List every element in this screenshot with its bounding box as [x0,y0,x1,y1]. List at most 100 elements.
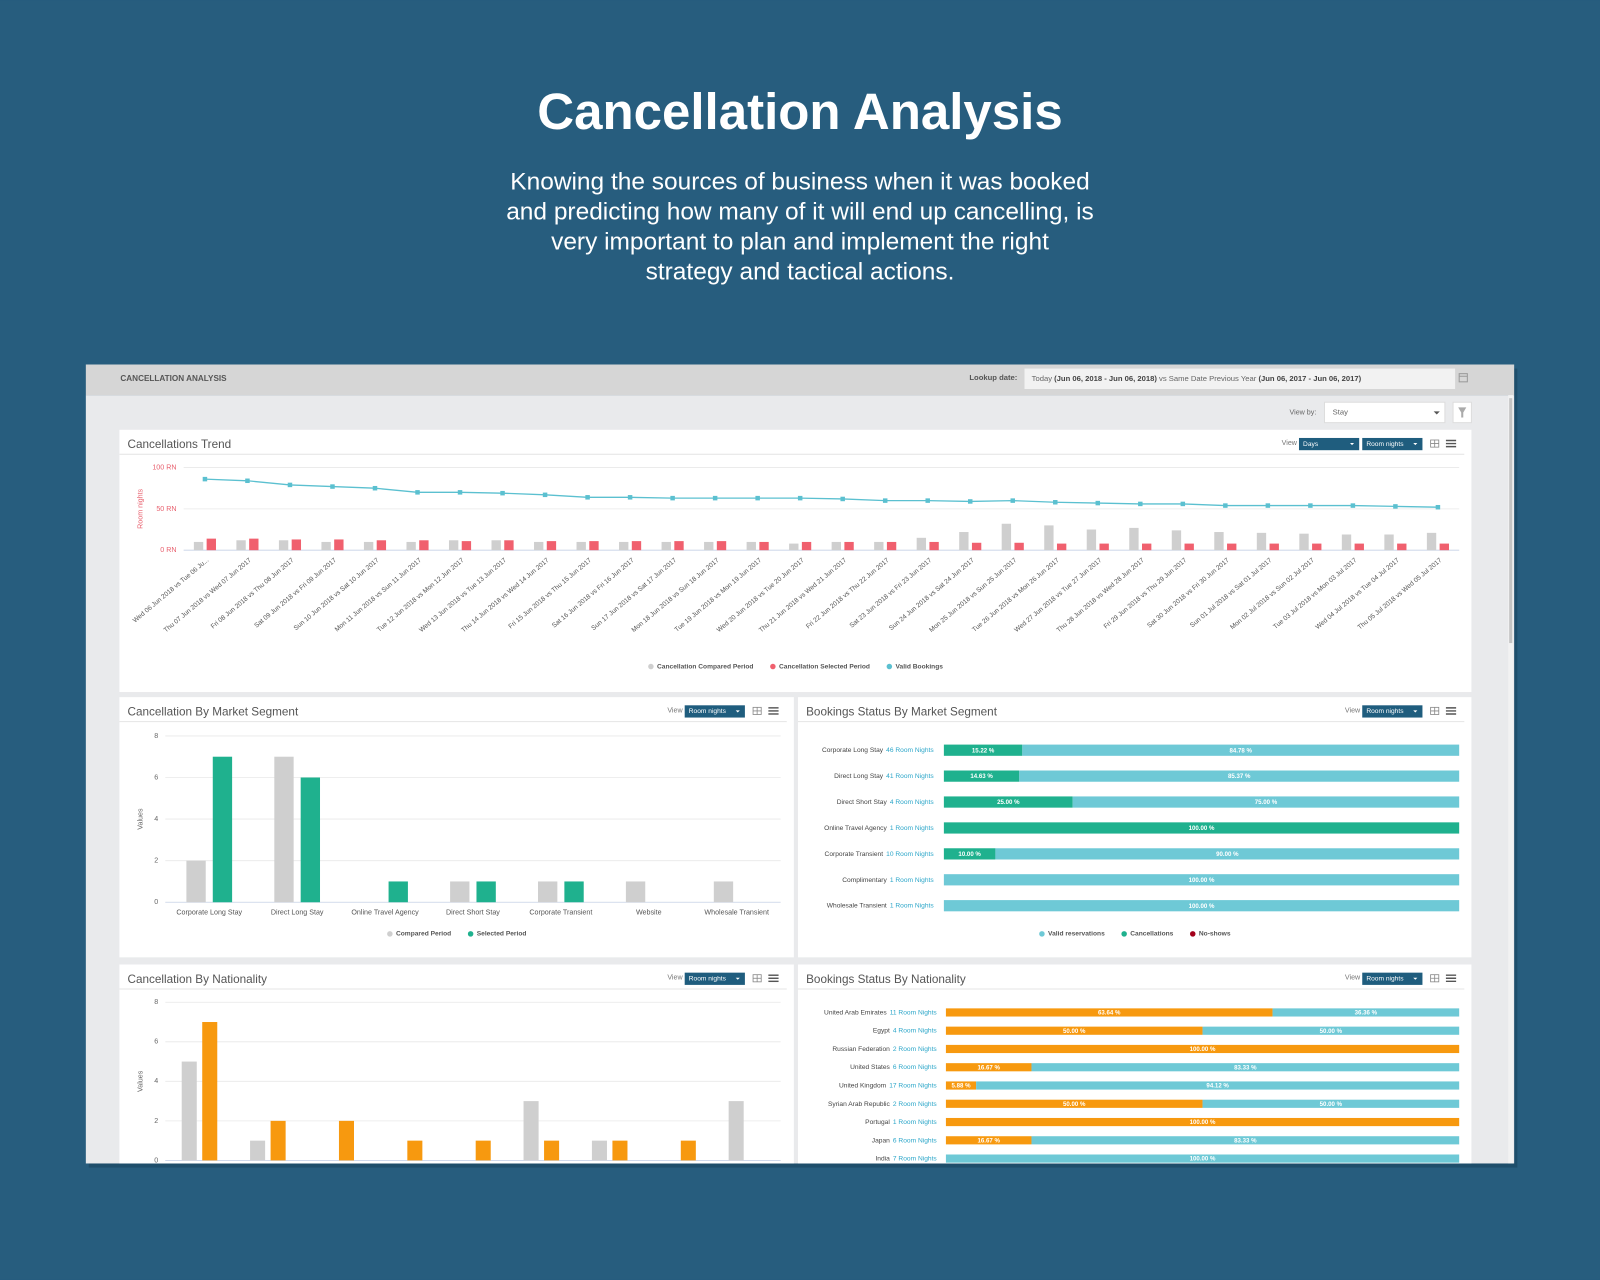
bar [249,538,259,551]
view-label: View [1282,439,1298,447]
table-icon[interactable] [752,974,762,983]
view-select[interactable] [684,972,745,985]
scrollbar-thumb[interactable] [1509,398,1513,644]
bar [1312,543,1322,551]
bar [704,541,714,551]
category-note: 10 Room Nights [886,851,934,858]
y-tick-label: 100 RN [152,463,176,471]
value-label: 50.00 % [1320,1101,1343,1108]
bar-segment [943,770,1020,782]
view-option: Days [1303,441,1319,448]
panel-title: Bookings Status By Nationality [806,973,966,986]
x-tick-label: Online Travel Agency [351,908,419,916]
menu-icon[interactable] [1445,707,1457,715]
bar [475,1140,491,1161]
bar [589,541,599,551]
bar [801,541,812,551]
legend: Compared Period Selected Period [387,931,526,938]
panel: Cancellation By Market Segment Room night… [119,697,794,958]
value-label: 83.33 % [1234,1064,1257,1071]
line-marker [457,490,463,495]
view-by-select[interactable] [1323,401,1446,424]
view-select[interactable] [1298,437,1360,451]
bar [1001,523,1012,551]
value-label: 90.00 % [1216,851,1239,858]
legend-label: Cancellations [1130,931,1173,938]
bar [1426,532,1437,551]
category-label: Syrian Arab Republic 2 Room Nights [828,1101,937,1108]
y-tick-label: 0 [154,1156,158,1164]
value-label: 75.00 % [1255,799,1278,806]
bar [193,541,204,551]
bar [844,541,854,551]
bar-segment [976,1081,1460,1090]
category-name: Russian Federation [832,1046,890,1053]
bar-segment [945,1099,1203,1108]
line [204,478,1438,508]
bar [1184,543,1194,551]
view-select[interactable] [1362,437,1423,451]
value-label: 100.00 % [1189,903,1215,910]
bar [713,881,734,903]
line-marker [500,490,505,496]
bar [461,541,472,551]
lookup-field[interactable] [1024,368,1456,389]
y-tick-label: 6 [154,773,158,781]
view-select[interactable] [1362,972,1423,985]
dashboard-title: CANCELLATION ANALYSIS [120,374,227,383]
bar [1256,532,1267,551]
value-label: 94.12 % [1206,1083,1229,1090]
menu-icon[interactable] [1445,974,1457,983]
value-label: 63.64 % [1098,1010,1121,1017]
bar [1397,543,1407,551]
bar [1354,543,1364,551]
x-tick-label: Corporate Transient [529,908,592,916]
value-label: 15.22 % [972,747,995,754]
line-marker [1223,503,1228,508]
bar-segment [945,1117,1460,1127]
table-icon[interactable] [752,706,762,715]
line-marker [670,495,675,501]
dashboard: CANCELLATION ANALYSIS Lookup date: Today… [85,364,1515,1164]
menu-icon[interactable] [1445,439,1457,448]
view-option: Room nights [689,708,727,715]
line-marker [797,495,803,501]
line-marker [1180,501,1186,507]
bar [661,541,671,551]
lookup-value: Today (Jun 06, 2018 - Jun 06, 2018) vs S… [1032,374,1362,383]
caret [735,977,740,980]
bar [971,542,982,551]
view-select[interactable] [1362,705,1423,718]
description: Knowing the sources of business when it … [506,168,1094,285]
line-marker [1138,501,1143,507]
menu-icon[interactable] [768,974,779,983]
category-name: United States [850,1064,890,1071]
bar [1299,533,1309,551]
category-note: 7 Room Nights [893,1155,938,1162]
table-icon[interactable] [1430,706,1440,715]
y-tick-label: 50 RN [156,505,176,513]
view-by-value: Stay [1333,407,1348,416]
legend-label: Compared Period [396,931,451,938]
category-label: Complimentary 1 Room Nights [842,877,934,884]
line-marker [415,490,420,495]
value-label: 16.67 % [977,1064,1000,1071]
category-name: India [875,1155,890,1162]
category-name: Corporate Long Stay [822,747,884,754]
line-marker [627,495,633,500]
view-select[interactable] [684,705,745,718]
table-icon[interactable] [1430,974,1440,983]
panel-title: Bookings Status By Market Segment [806,706,998,719]
bar [1014,542,1024,551]
line-marker [585,495,590,500]
legend: Valid reservations Cancellations No-shows [1039,931,1231,938]
value-label: 36.36 % [1355,1010,1378,1017]
table-icon[interactable] [1430,439,1440,448]
calendar-icon[interactable] [1458,373,1468,383]
category-label: India 7 Room Nights [875,1155,937,1162]
description-line: strategy and tactical actions. [646,259,955,286]
category-name: Egypt [873,1027,890,1034]
bar [538,881,558,903]
menu-icon[interactable] [768,707,779,715]
bar-segment [1019,770,1460,782]
